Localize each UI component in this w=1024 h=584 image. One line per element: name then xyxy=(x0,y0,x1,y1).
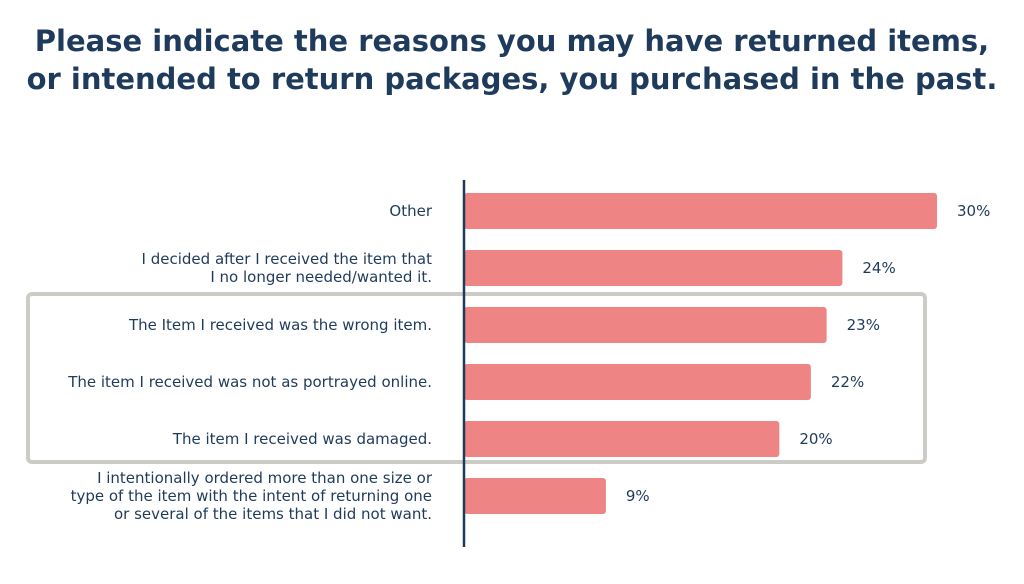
chart-title-line-1: Please indicate the reasons you may have… xyxy=(34,24,990,58)
category-label-5-line-0: I intentionally ordered more than one si… xyxy=(97,469,433,487)
category-label-3-line-0: The item I received was not as portrayed… xyxy=(67,373,432,391)
category-label-4: The item I received was damaged. xyxy=(172,430,432,448)
bar-2 xyxy=(464,307,827,343)
bar-1 xyxy=(464,250,843,286)
category-label-4-line-0: The item I received was damaged. xyxy=(172,430,432,448)
bar-5 xyxy=(464,478,606,514)
chart-title: Please indicate the reasons you may have… xyxy=(0,22,1024,98)
bar-4 xyxy=(464,421,780,457)
category-label-1-line-0: I decided after I received the item that xyxy=(142,250,433,268)
category-label-5: I intentionally ordered more than one si… xyxy=(71,469,433,523)
chart-title-line-2: or intended to return packages, you purc… xyxy=(26,62,998,96)
value-label-2: 23% xyxy=(847,316,880,334)
category-label-1-line-1: I no longer needed/wanted it. xyxy=(210,268,432,286)
category-label-5-line-2: or several of the items that I did not w… xyxy=(114,505,432,523)
category-label-5-line-1: type of the item with the intent of retu… xyxy=(71,487,432,505)
category-label-2: The Item I received was the wrong item. xyxy=(128,316,432,334)
category-label-0: Other xyxy=(389,202,432,220)
category-label-2-line-0: The Item I received was the wrong item. xyxy=(128,316,432,334)
highlight-box xyxy=(26,292,927,464)
bar-0 xyxy=(464,193,937,229)
value-label-0: 30% xyxy=(957,202,990,220)
value-label-1: 24% xyxy=(862,259,895,277)
category-label-0-line-0: Other xyxy=(389,202,432,220)
bar-3 xyxy=(464,364,811,400)
category-label-3: The item I received was not as portrayed… xyxy=(67,373,432,391)
category-labels-layer: Other I decided after I received the item… xyxy=(67,202,433,523)
value-label-4: 20% xyxy=(799,430,832,448)
value-label-3: 22% xyxy=(831,373,864,391)
value-labels-layer: 30% 24% 23% 22% 20% 9% xyxy=(626,202,990,505)
bars-layer xyxy=(464,193,937,514)
category-label-1: I decided after I received the item that… xyxy=(142,250,433,286)
value-label-5: 9% xyxy=(626,487,650,505)
